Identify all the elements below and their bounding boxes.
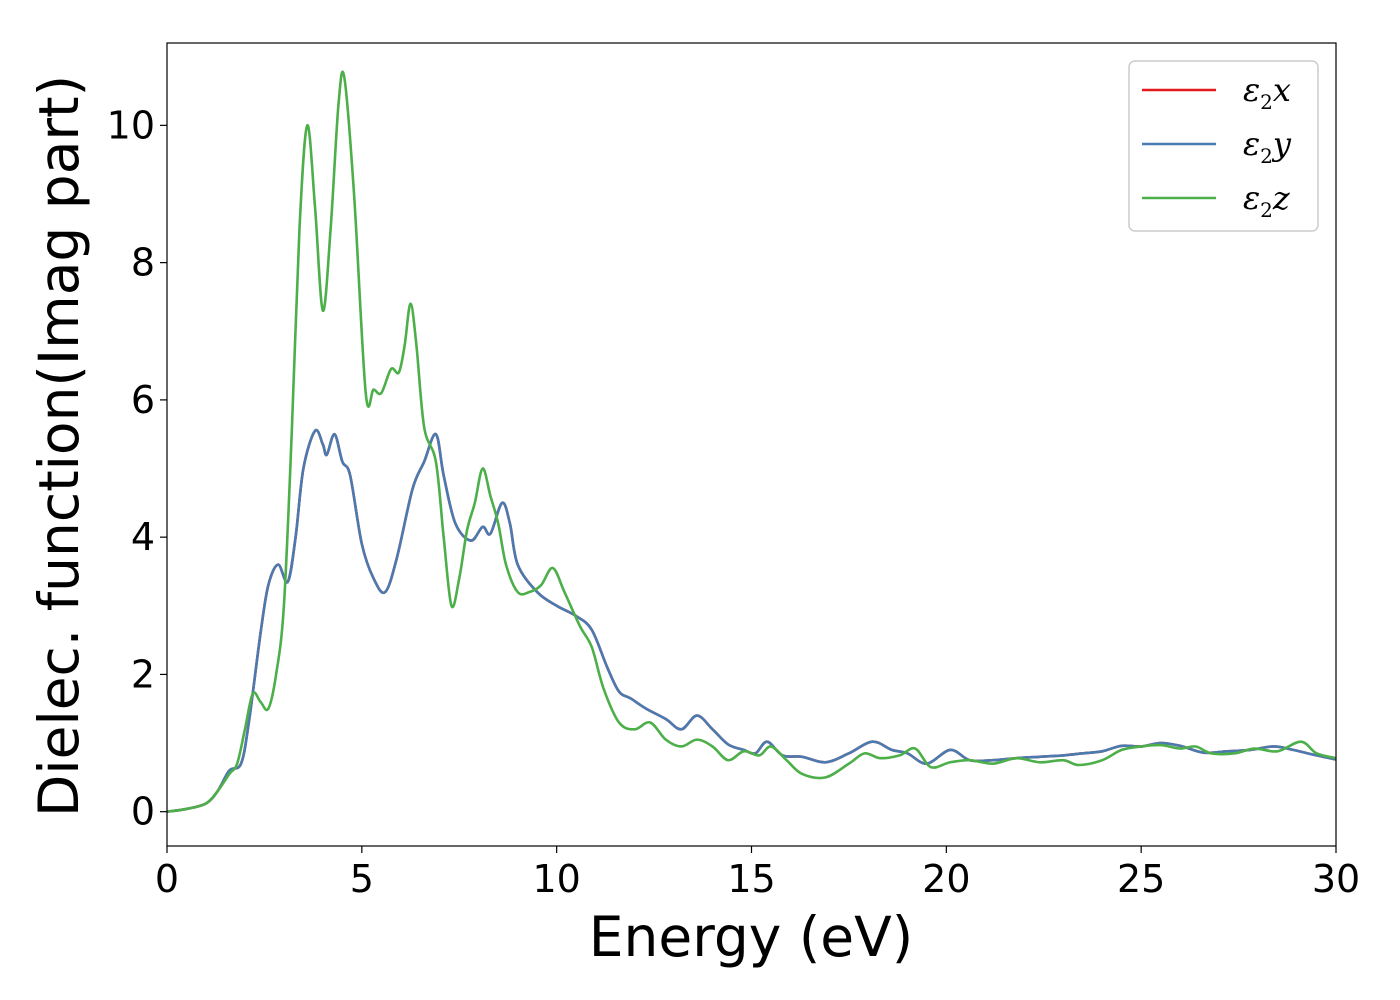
y-tick-label: 0 [131,790,155,834]
y-tick-label: 8 [131,241,155,285]
y-tick-label: 10 [107,103,155,147]
x-tick-label: 0 [155,857,179,901]
series-line-z [166,70,1337,813]
legend: ε2x ε2y ε2z [1128,60,1319,232]
x-tick-label: 30 [1312,857,1360,901]
legend-box [1128,60,1319,232]
x-tick-label: 15 [727,857,775,901]
x-tick-label: 10 [532,857,580,901]
series-line-y [166,428,1337,813]
x-tick-label: 25 [1117,857,1165,901]
x-tick-label: 20 [922,857,970,901]
y-tick-label: 6 [131,378,155,422]
y-axis-title: Dielec. function(Imag part) [27,75,91,817]
legend-label-y: ε2y [1243,125,1292,168]
y-tick-label: 2 [131,652,155,696]
y-tick-label: 4 [131,515,155,559]
x-axis-title: Energy (eV) [589,905,913,969]
legend-label-z: ε2z [1243,179,1291,222]
ticks-layer: 0 5 10 15 20 25 30 0 2 4 6 8 10 [107,103,1361,901]
legend-label-x: ε2x [1243,71,1291,114]
series-layer [166,70,1337,813]
x-tick-label: 5 [350,857,374,901]
